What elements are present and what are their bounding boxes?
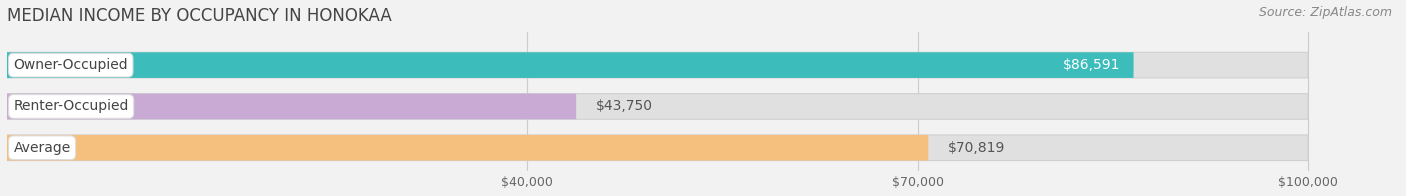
FancyBboxPatch shape [7, 94, 1308, 119]
FancyBboxPatch shape [7, 94, 576, 119]
Text: Average: Average [14, 141, 70, 155]
Text: $70,819: $70,819 [948, 141, 1005, 155]
FancyBboxPatch shape [7, 52, 1308, 78]
FancyBboxPatch shape [7, 135, 1308, 161]
Text: Owner-Occupied: Owner-Occupied [14, 58, 128, 72]
Text: Renter-Occupied: Renter-Occupied [14, 99, 129, 113]
FancyBboxPatch shape [7, 135, 928, 161]
Text: Source: ZipAtlas.com: Source: ZipAtlas.com [1258, 6, 1392, 19]
Text: MEDIAN INCOME BY OCCUPANCY IN HONOKAA: MEDIAN INCOME BY OCCUPANCY IN HONOKAA [7, 7, 392, 25]
Text: $86,591: $86,591 [1063, 58, 1121, 72]
FancyBboxPatch shape [7, 52, 1133, 78]
Text: $43,750: $43,750 [596, 99, 652, 113]
